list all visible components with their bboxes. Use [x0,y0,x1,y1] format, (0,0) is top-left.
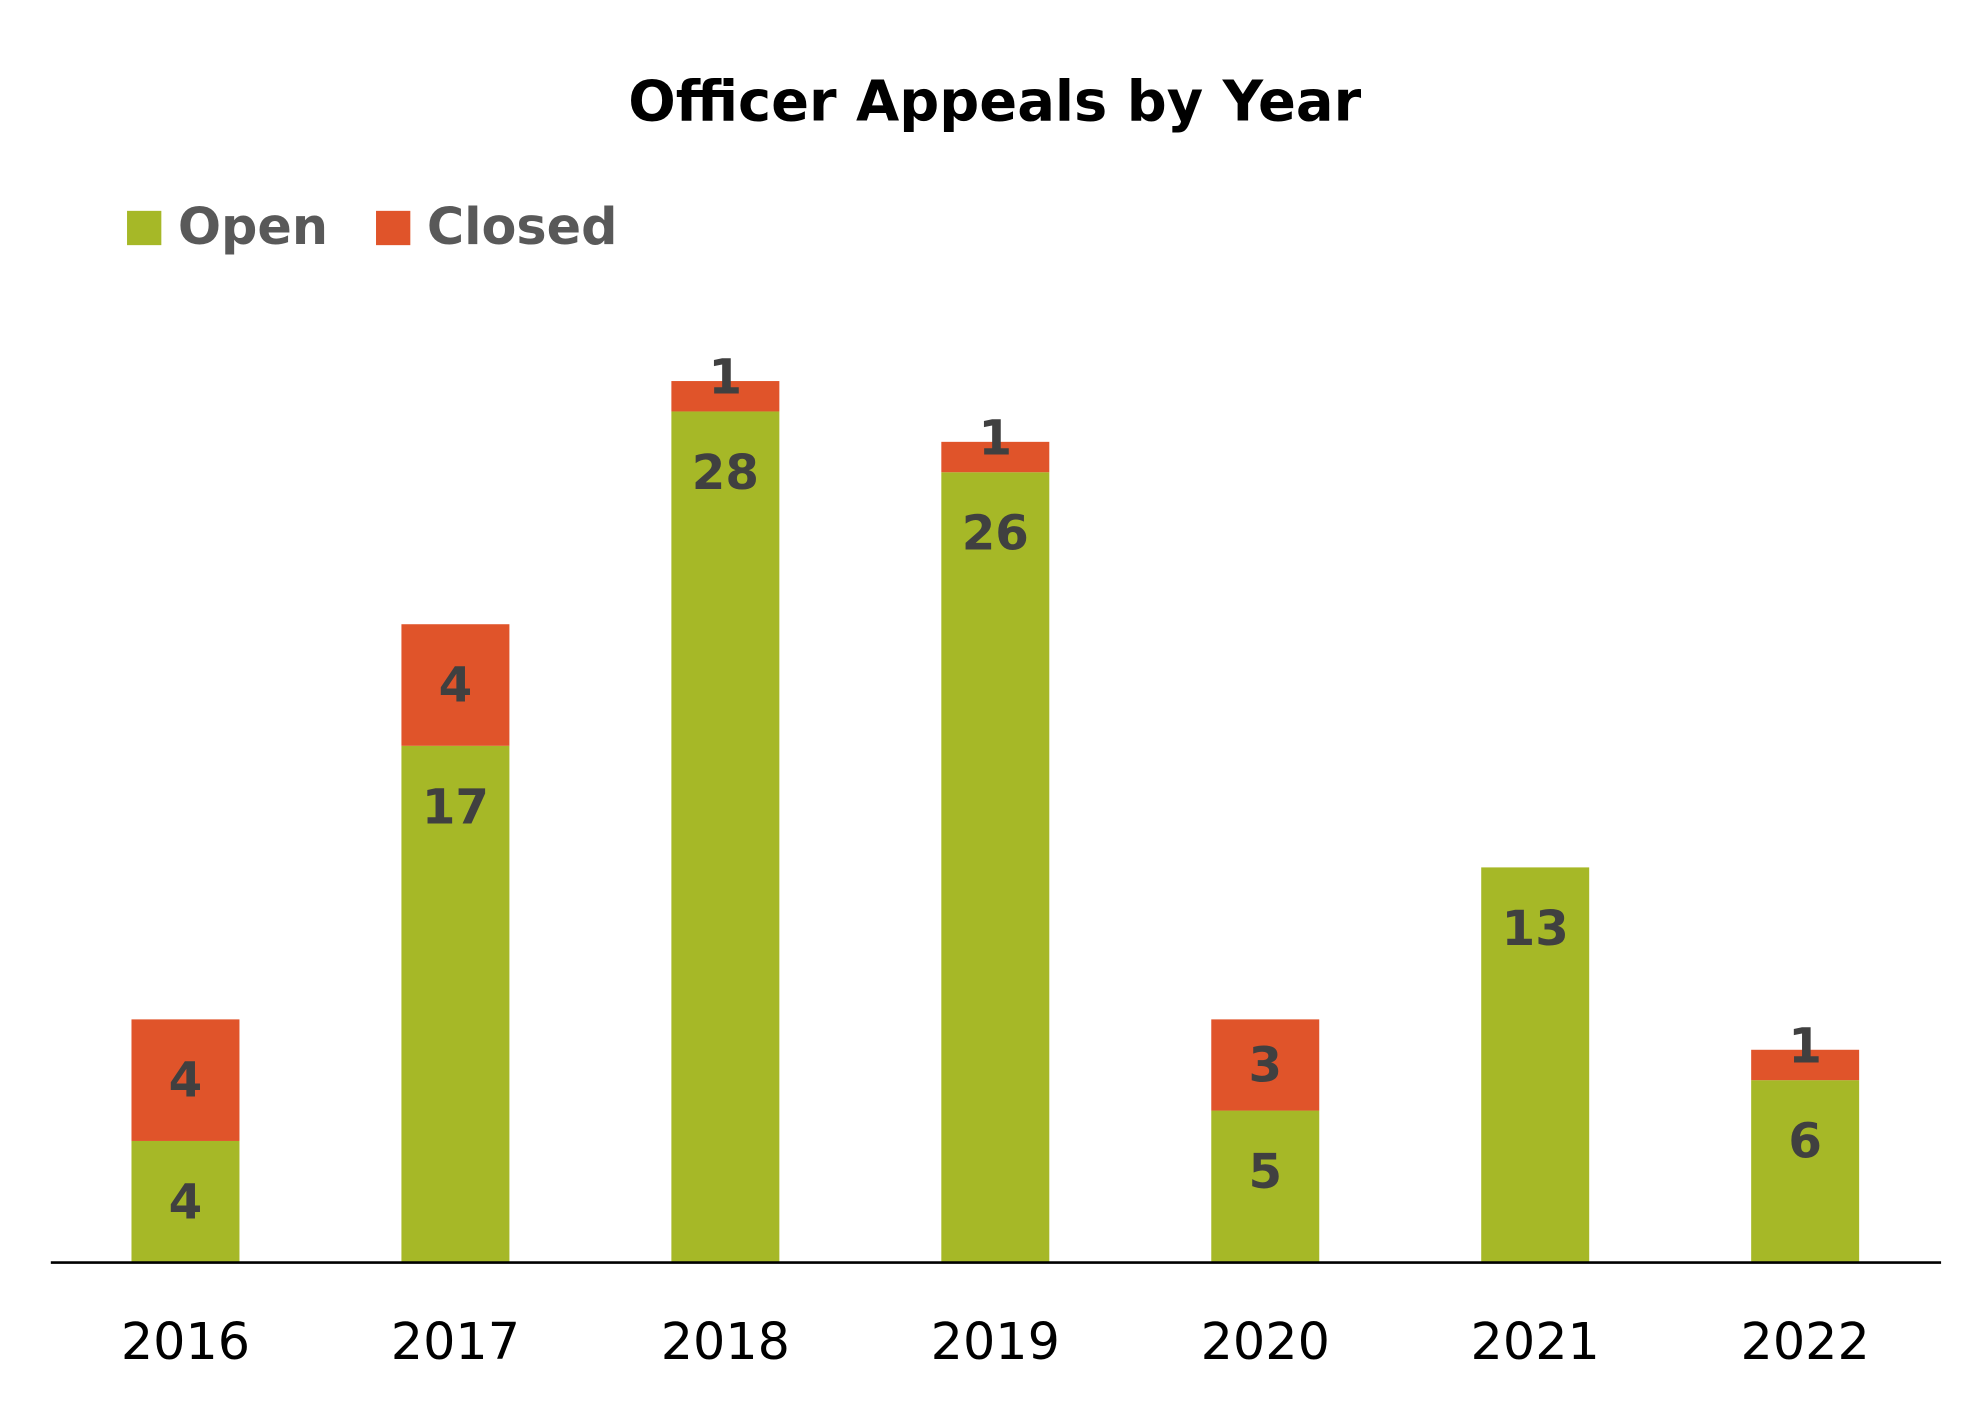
bar-closed-2020 [1211,1019,1320,1111]
bar-closed-2019 [941,441,1050,473]
data-label-open-2021: 13 [1502,901,1569,957]
legend-swatch-open [127,210,162,246]
x-tick-2021: 2021 [1471,1312,1600,1371]
bar-closed-2016 [131,1019,240,1141]
bar-open-2018 [671,411,780,1263]
bar-open-2016 [131,1140,240,1263]
bars: 4 4 17 4 28 1 26 1 5 3 13 6 1 [131,350,1860,1263]
data-label-closed-2020: 3 [1248,1037,1282,1093]
data-label-closed-2018: 1 [709,350,743,406]
data-label-closed-2022: 1 [1788,1018,1822,1074]
legend-label-closed: Closed [427,197,618,256]
data-label-open-2020: 5 [1248,1144,1282,1200]
bar-closed-2022 [1751,1049,1860,1081]
x-tick-2018: 2018 [661,1312,790,1371]
bar-open-2021 [1481,867,1590,1263]
bar-closed-2017 [401,624,510,746]
legend-swatch-closed [376,210,411,246]
legend: Open Closed [127,197,617,256]
data-label-open-2016: 4 [169,1174,203,1230]
bar-open-2022 [1751,1080,1860,1263]
data-label-open-2019: 26 [962,506,1029,562]
bar-closed-2018 [671,381,780,412]
data-label-closed-2016: 4 [169,1053,203,1109]
x-tick-2019: 2019 [931,1312,1060,1371]
bar-open-2019 [941,472,1050,1263]
bar-open-2017 [401,745,510,1263]
x-tick-2020: 2020 [1201,1312,1330,1371]
data-label-open-2018: 28 [692,445,759,501]
chart-title: Officer Appeals by Year [628,70,1361,135]
x-tick-2016: 2016 [121,1312,250,1371]
x-axis-ticks: 2016 2017 2018 2019 2020 2021 2022 [121,1312,1870,1371]
data-label-open-2017: 17 [422,779,489,835]
x-tick-2017: 2017 [391,1312,520,1371]
data-label-closed-2017: 4 [439,658,473,714]
data-label-open-2022: 6 [1788,1114,1822,1170]
legend-label-open: Open [178,197,328,256]
x-tick-2022: 2022 [1741,1312,1870,1371]
data-label-closed-2019: 1 [979,411,1013,467]
bar-open-2020 [1211,1110,1320,1263]
